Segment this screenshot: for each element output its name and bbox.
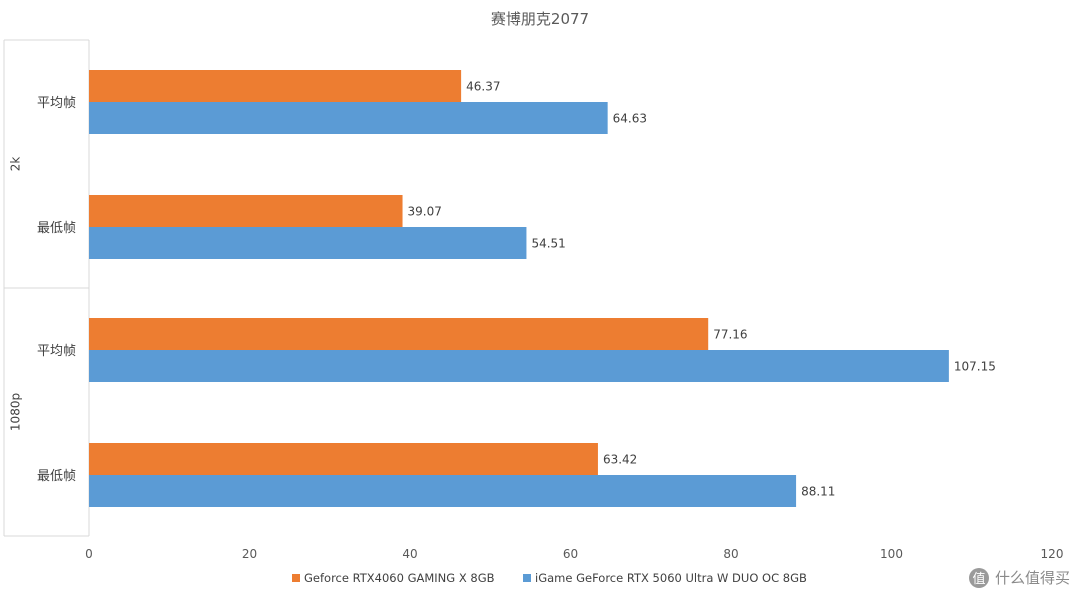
watermark: 值 什么值得买 [968, 567, 1070, 588]
bar [89, 443, 598, 475]
data-label: 46.37 [466, 80, 500, 94]
bar [89, 195, 403, 227]
bar [89, 318, 709, 350]
bar [89, 70, 462, 102]
legend-swatch [523, 574, 531, 582]
category-label: 最低帧 [37, 221, 76, 236]
legend-label: Geforce RTX4060 GAMING X 8GB [304, 571, 495, 585]
watermark-text: 什么值得买 [994, 569, 1070, 587]
group-label: 2k [9, 157, 23, 172]
data-label: 64.63 [613, 112, 647, 126]
data-label: 54.51 [531, 237, 565, 251]
x-tick-label: 60 [563, 547, 578, 561]
group-label: 1080p [9, 393, 23, 431]
data-label: 39.07 [408, 205, 442, 219]
legend-label: iGame GeForce RTX 5060 Ultra W DUO OC 8G… [535, 571, 807, 585]
data-label: 107.15 [954, 360, 996, 374]
bar [89, 350, 949, 382]
category-label: 最低帧 [37, 469, 76, 484]
plot-area: 2k1080p平均帧最低帧平均帧最低帧46.3739.0777.1663.426… [3, 39, 1064, 561]
legend: Geforce RTX4060 GAMING X 8GB iGame GeForc… [292, 571, 807, 585]
data-label: 77.16 [713, 328, 747, 342]
x-tick-label: 0 [85, 547, 93, 561]
x-tick-label: 120 [1041, 547, 1064, 561]
bar [89, 475, 797, 507]
x-tick-label: 40 [402, 547, 417, 561]
x-tick-label: 20 [242, 547, 257, 561]
legend-swatch [292, 574, 300, 582]
data-label: 88.11 [801, 485, 835, 499]
bar [89, 227, 527, 259]
category-label: 平均帧 [37, 344, 76, 359]
bar [89, 102, 608, 134]
chart-title: 赛博朋克2077 [491, 10, 589, 28]
data-label: 63.42 [603, 453, 637, 467]
category-label: 平均帧 [37, 96, 76, 111]
x-tick-label: 100 [880, 547, 903, 561]
x-tick-label: 80 [723, 547, 738, 561]
watermark-icon: 值 [968, 567, 989, 588]
